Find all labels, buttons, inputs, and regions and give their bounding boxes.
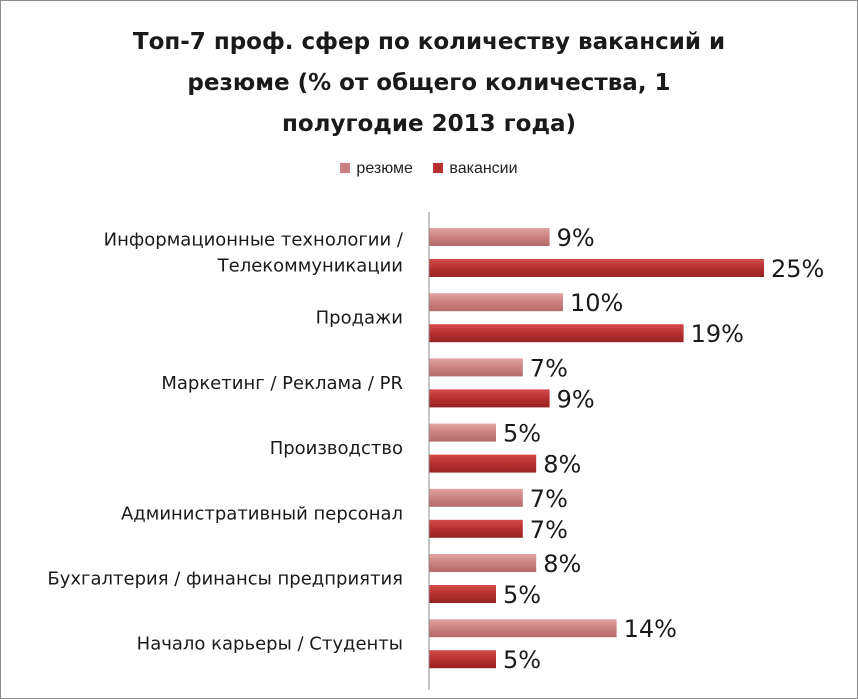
bar-vacancies	[429, 519, 523, 538]
bar-resume	[429, 619, 617, 638]
data-label-resume: 7%	[530, 485, 568, 513]
data-label-vacancies: 5%	[503, 581, 541, 609]
data-label-resume: 14%	[624, 615, 677, 643]
legend-swatch-vacancies	[433, 163, 444, 173]
chart-legend: резюме вакансии	[0, 160, 858, 178]
category-label: Информационные технологии / Телекоммуника…	[104, 230, 404, 277]
legend-label-vacancies: вакансии	[449, 160, 518, 177]
data-label-resume: 10%	[570, 289, 623, 317]
bar-resume	[429, 358, 523, 377]
data-label-resume: 8%	[543, 550, 581, 578]
bar-resume	[429, 554, 537, 572]
bar-vacancies	[429, 650, 496, 669]
legend-label-resume: резюме	[356, 160, 413, 177]
category-label: Начало карьеры / Студенты	[137, 634, 403, 655]
bar-vacancies	[429, 454, 537, 473]
bar-resume	[429, 293, 563, 312]
bar-vacancies	[429, 585, 496, 603]
legend-item-vacancies: вакансии	[433, 160, 518, 178]
chart-title-line: Топ-7 проф. сфер по количеству вакансий …	[132, 29, 726, 55]
category-label: Продажи	[316, 308, 403, 329]
data-label-vacancies: 7%	[530, 516, 568, 544]
category-label: Маркетинг / Реклама / PR	[161, 373, 403, 394]
category-label: Производство	[270, 438, 403, 459]
chart-title-line: резюме (% от общего количества, 1	[187, 70, 671, 96]
category-label: Административный персонал	[121, 503, 403, 524]
data-label-vacancies: 19%	[691, 320, 744, 348]
data-label-resume: 7%	[530, 354, 568, 382]
bar-vacancies	[429, 259, 764, 277]
bar-vacancies	[429, 389, 550, 408]
bar-resume	[429, 228, 550, 246]
chart-title: Топ-7 проф. сфер по количеству вакансий …	[0, 22, 858, 145]
data-label-resume: 9%	[557, 224, 595, 252]
legend-swatch-resume	[340, 163, 351, 173]
bar-vacancies	[429, 324, 684, 343]
bar-resume	[429, 423, 496, 442]
legend-item-resume: резюме	[340, 160, 413, 178]
data-label-vacancies: 25%	[771, 255, 824, 283]
data-label-vacancies: 8%	[543, 451, 581, 479]
data-label-vacancies: 9%	[557, 385, 595, 413]
bar-resume	[429, 488, 523, 507]
data-label-vacancies: 5%	[503, 646, 541, 674]
chart-title-line: полугодие 2013 года)	[281, 111, 577, 137]
data-label-resume: 5%	[503, 420, 541, 448]
category-label: Бухгалтерия / финансы предприятия	[47, 569, 403, 590]
